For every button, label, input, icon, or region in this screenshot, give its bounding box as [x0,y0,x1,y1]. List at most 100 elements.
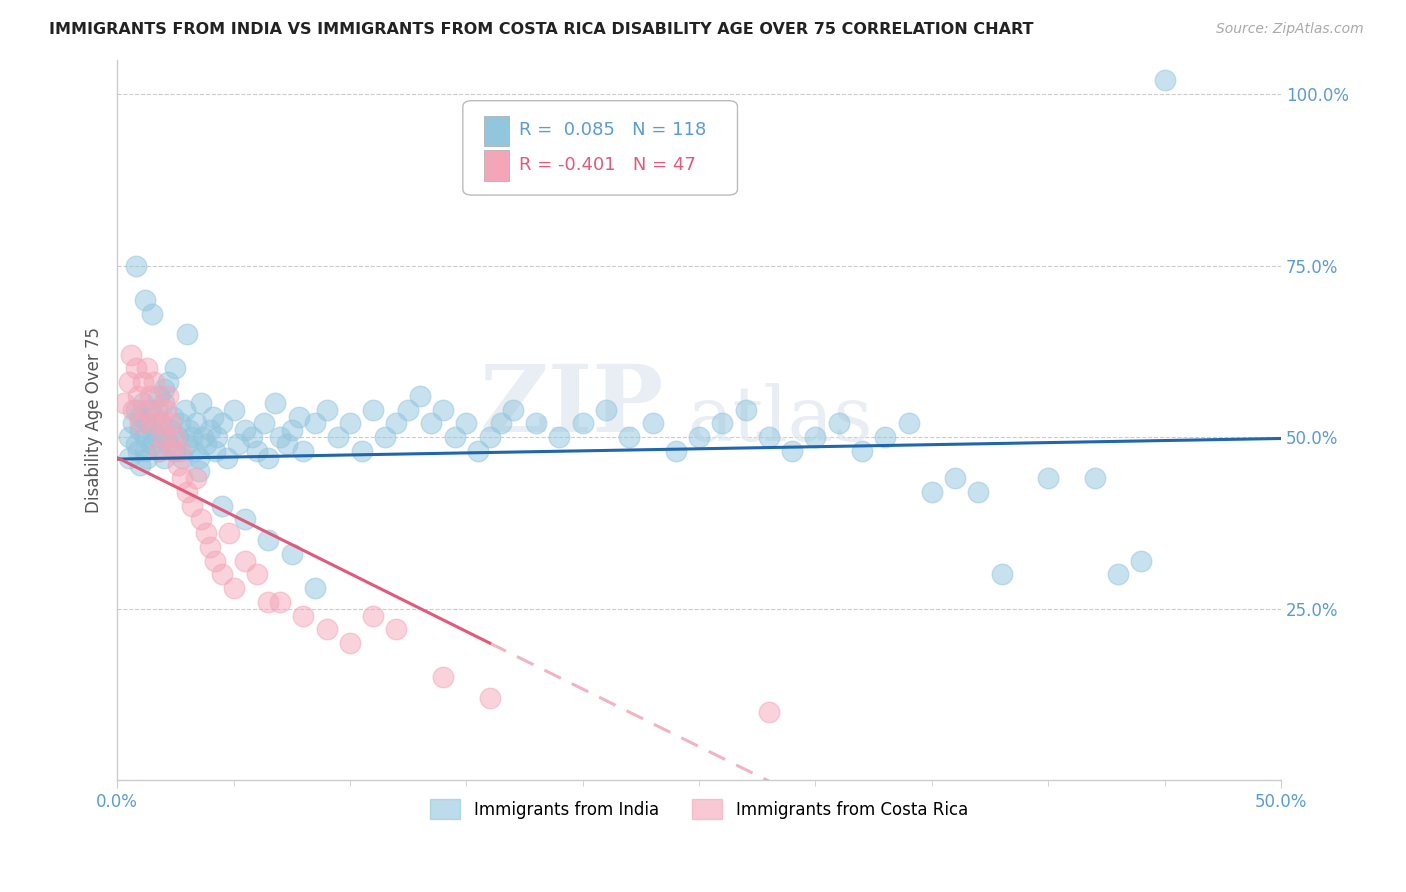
Point [339,417,361,431]
Point [257,533,280,547]
Point [967,485,990,500]
Point [990,567,1012,582]
Point [943,471,966,485]
Point [180,430,202,444]
Point [148,389,170,403]
Point [443,430,465,444]
Point [264,396,287,410]
Point [159,417,181,431]
Point [315,622,337,636]
Point [619,430,641,444]
Point [190,512,212,526]
Point [139,402,162,417]
Point [122,417,145,431]
Point [758,430,780,444]
Point [136,417,159,431]
Y-axis label: Disability Age Over 75: Disability Age Over 75 [86,327,103,513]
Point [134,402,156,417]
Point [851,443,873,458]
Point [201,409,224,424]
Point [150,417,173,431]
Point [1153,73,1175,87]
Point [159,423,181,437]
Point [222,402,245,417]
Point [897,417,920,431]
Point [571,417,593,431]
Point [155,402,177,417]
Point [304,581,326,595]
Point [269,595,291,609]
Point [246,443,269,458]
Point [152,382,174,396]
Point [253,417,276,431]
Legend: Immigrants from India, Immigrants from Costa Rica: Immigrants from India, Immigrants from C… [423,792,974,826]
Point [179,423,201,437]
Point [218,526,240,541]
Point [711,417,734,431]
Point [165,430,187,444]
Point [304,417,326,431]
Point [489,417,512,431]
Point [139,389,162,403]
Point [166,430,188,444]
Point [176,327,198,342]
Point [141,417,163,431]
Point [502,402,524,417]
Point [921,485,943,500]
Point [165,443,187,458]
Point [148,443,170,458]
Point [1107,567,1129,582]
Point [193,430,215,444]
Point [148,443,170,458]
Point [200,540,222,554]
Point [1084,471,1107,485]
Point [129,417,152,431]
Point [350,443,373,458]
Point [152,450,174,465]
Point [172,450,194,465]
Text: IMMIGRANTS FROM INDIA VS IMMIGRANTS FROM COSTA RICA DISABILITY AGE OVER 75 CORRE: IMMIGRANTS FROM INDIA VS IMMIGRANTS FROM… [49,22,1033,37]
Point [281,547,304,561]
Text: R = -0.401   N = 47: R = -0.401 N = 47 [519,156,696,174]
Point [315,402,337,417]
Point [257,450,280,465]
Point [665,443,688,458]
Point [361,402,384,417]
Point [127,389,149,403]
Point [172,471,194,485]
Point [276,437,298,451]
Point [173,402,195,417]
Point [222,581,245,595]
Point [145,430,167,444]
Bar [484,151,509,181]
Point [162,409,184,424]
Point [136,361,159,376]
Point [141,437,163,451]
Point [211,567,233,582]
Text: ZIP: ZIP [479,360,664,450]
Point [211,417,233,431]
Point [641,417,664,431]
Point [145,402,167,417]
Text: atlas: atlas [688,383,873,457]
Point [152,430,174,444]
Point [187,465,209,479]
Point [165,361,187,376]
Point [118,430,141,444]
Point [183,443,205,458]
Point [125,437,148,451]
Point [1130,554,1153,568]
Point [780,443,803,458]
Point [467,443,489,458]
Point [157,389,180,403]
Point [112,396,135,410]
Point [180,499,202,513]
Point [166,458,188,472]
Point [257,595,280,609]
Bar [484,116,509,146]
Point [143,409,166,424]
Point [287,409,309,424]
Point [396,402,419,417]
Point [240,430,263,444]
Point [134,293,156,307]
